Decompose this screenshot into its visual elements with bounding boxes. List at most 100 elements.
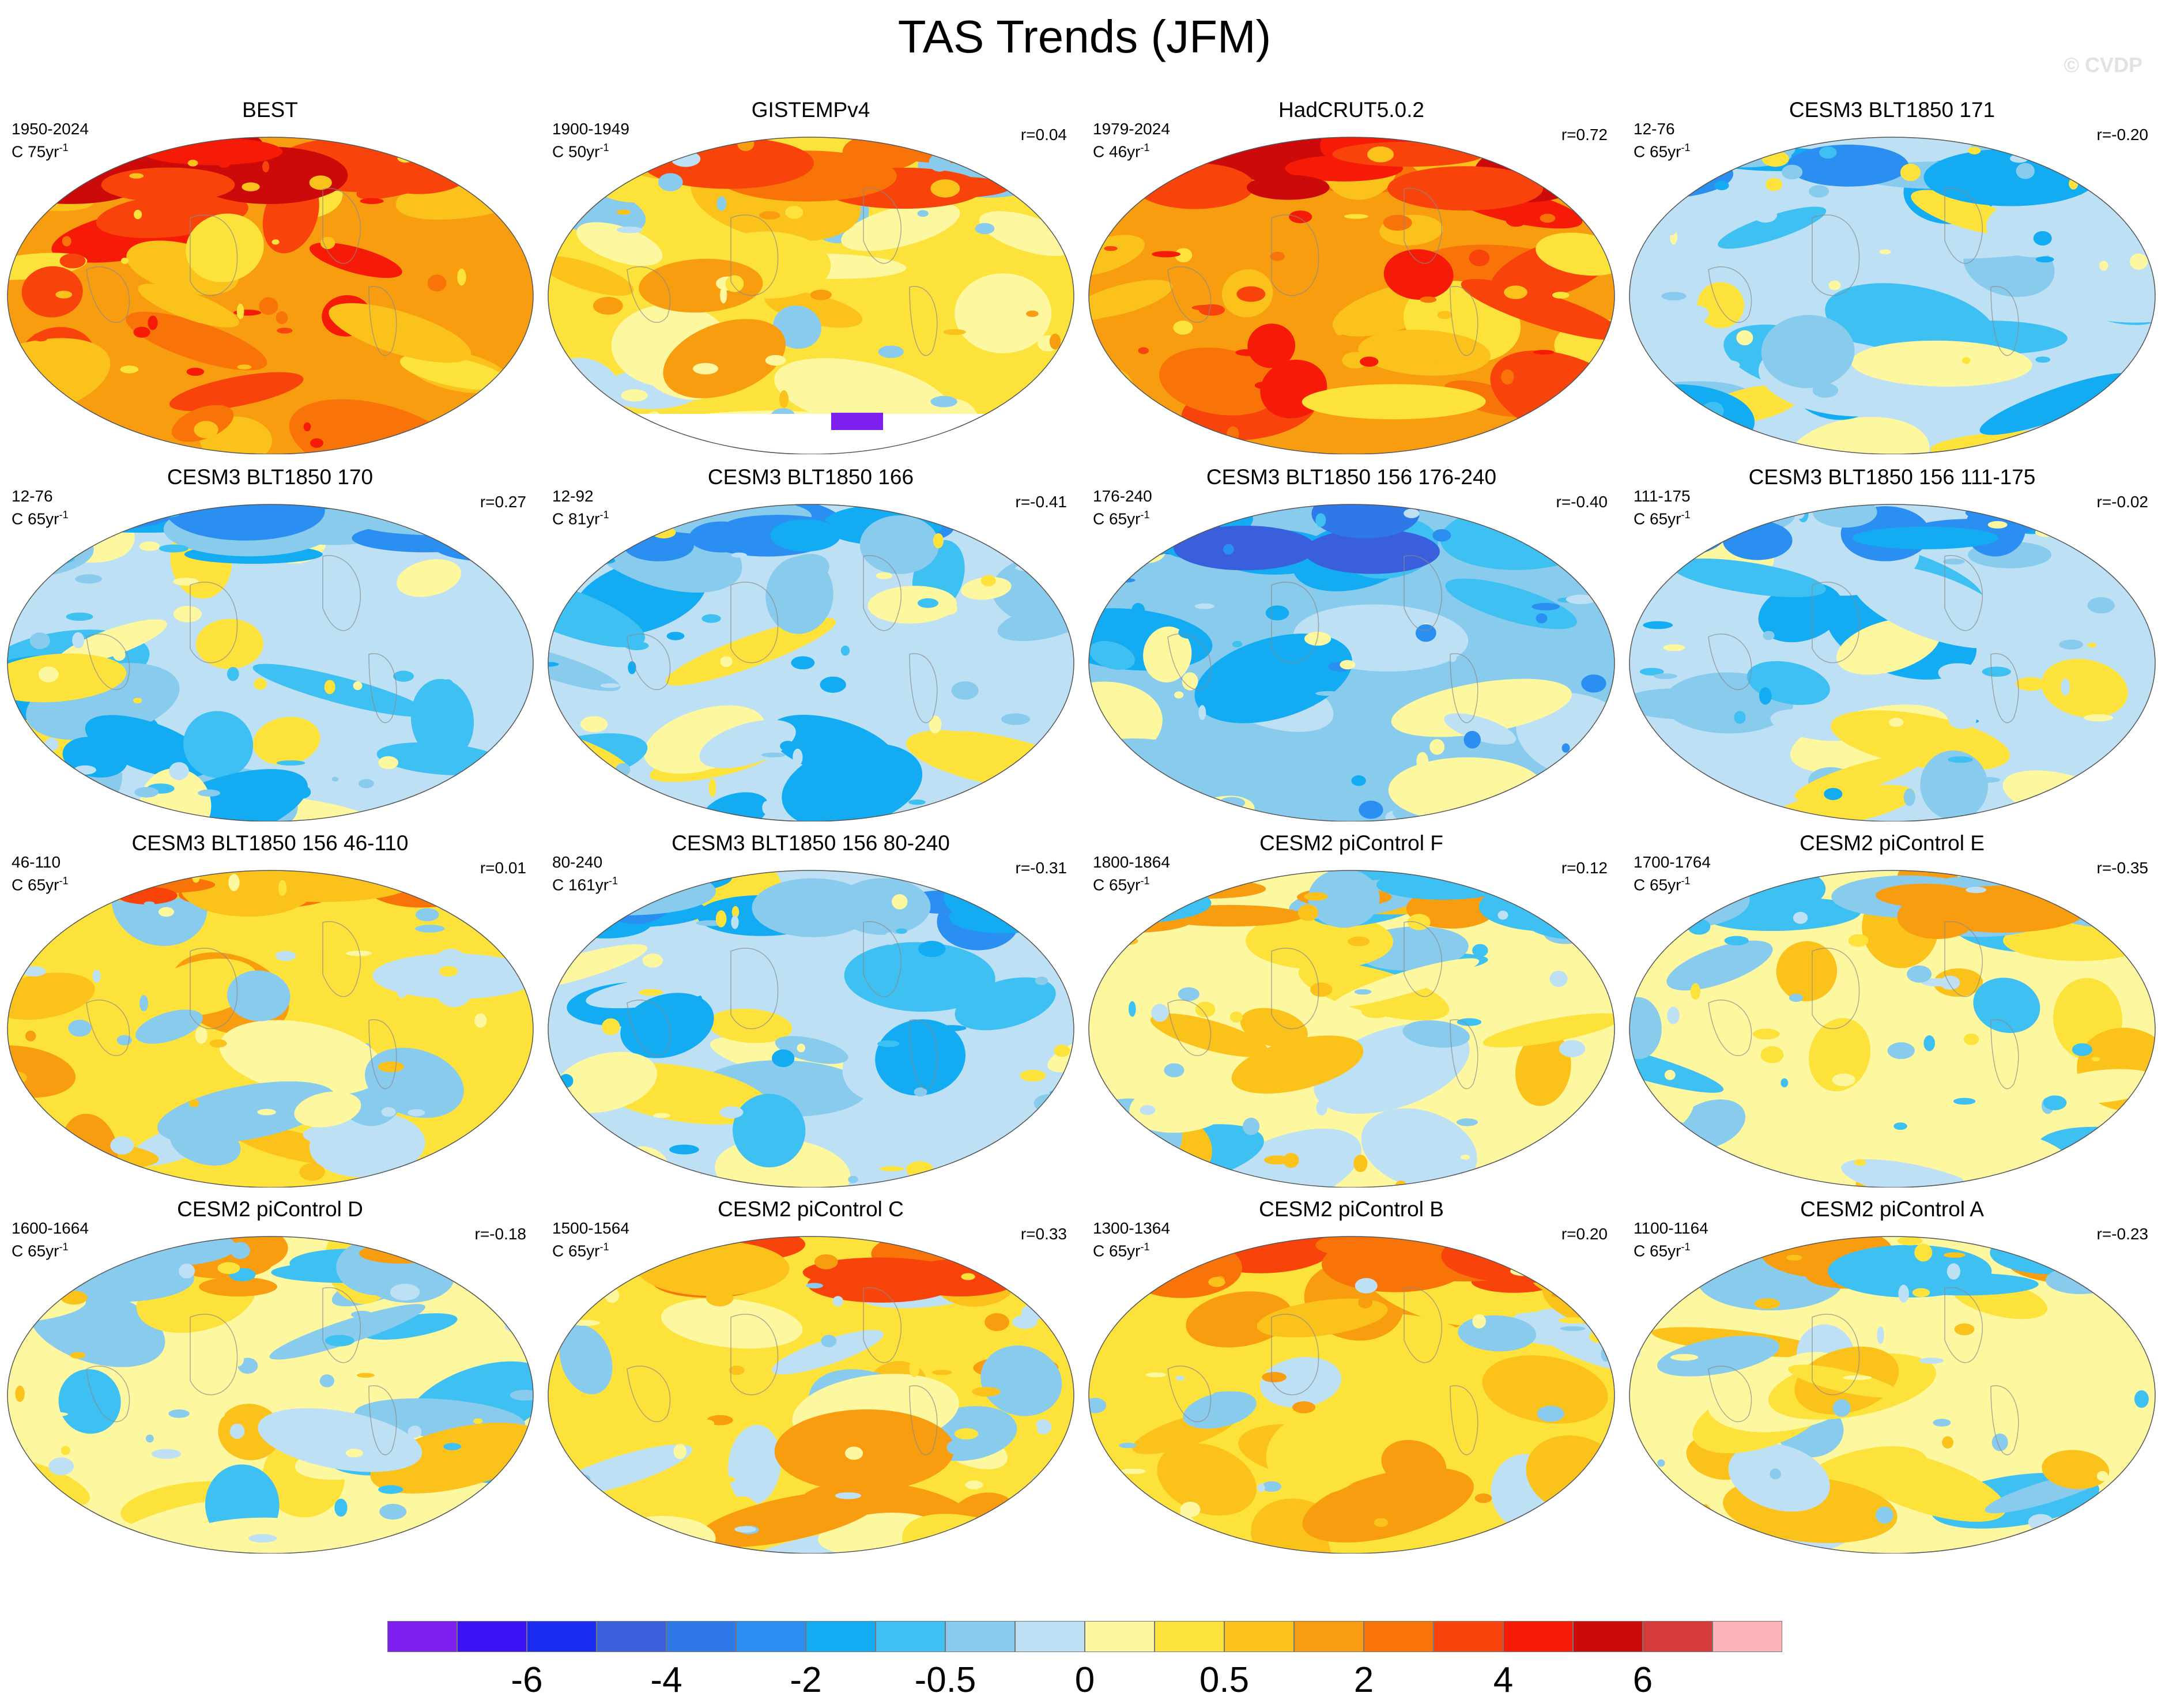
panel-unit: C 65yr-1 [1634, 509, 1691, 528]
panel-correlation: r=0.27 [480, 493, 526, 511]
panel-title: CESM2 piControl D [177, 1197, 363, 1221]
panel-unit: C 46yr-1 [1093, 142, 1150, 161]
panel-unit: C 65yr-1 [1093, 509, 1150, 528]
panel-correlation: r=-0.40 [1556, 493, 1608, 511]
map-panel: HadCRUT5.0.2 1979-2024 C 46yr-1 r=0.72 [1081, 97, 1621, 454]
panel-period: 1500-1564 [552, 1219, 629, 1237]
panel-title: GISTEMPv4 [751, 98, 870, 122]
globe-map [548, 870, 1074, 1187]
panel-title: CESM3 BLT1850 156 80-240 [672, 831, 950, 855]
globe-map [7, 870, 534, 1187]
colorbar-swatch [806, 1621, 876, 1652]
colorbar-swatch [457, 1621, 527, 1652]
colorbar-swatch [945, 1621, 1015, 1652]
colorbar-swatch [1712, 1621, 1782, 1652]
watermark: © CVDP [2064, 53, 2142, 77]
colorbar-tick-label: 0 [1074, 1660, 1095, 1700]
colorbar-swatch [1155, 1621, 1224, 1652]
colorbar-tick-label: -2 [790, 1660, 822, 1700]
colorbar [387, 1621, 1782, 1653]
colorbar-swatch [1643, 1621, 1712, 1652]
panel-title: CESM3 BLT1850 156 176-240 [1206, 465, 1497, 489]
panel-period: 46-110 [12, 853, 61, 871]
panel-correlation: r=-0.31 [1015, 859, 1067, 877]
panel-correlation: r=-0.23 [2096, 1225, 2149, 1243]
panel-unit: C 65yr-1 [1093, 1241, 1150, 1260]
panel-correlation: r=-0.20 [2096, 126, 2149, 144]
panel-period: 111-175 [1634, 487, 1691, 505]
panel-title: BEST [242, 98, 298, 122]
figure-title: TAS Trends (JFM) [897, 11, 1272, 62]
panel-period: 80-240 [552, 853, 603, 871]
panel-unit: C 75yr-1 [12, 142, 69, 161]
colorbar-tick-label: -6 [511, 1660, 543, 1700]
panel-title: CESM2 piControl B [1259, 1197, 1444, 1221]
map-panel: CESM3 BLT1850 156 46-110 46-110 C 65yr-1 r=… [0, 830, 540, 1187]
panel-title: HadCRUT5.0.2 [1278, 98, 1424, 122]
panel-unit: C 50yr-1 [552, 142, 609, 161]
map-panel: CESM3 BLT1850 170 12-76 C 65yr-1 r=0.27 [0, 464, 540, 821]
panel-correlation: r=0.72 [1561, 126, 1608, 144]
colorbar-swatch [1085, 1621, 1155, 1652]
panel-period: 1300-1364 [1093, 1219, 1170, 1237]
colorbar-swatch [1503, 1621, 1573, 1652]
globe-map [1088, 870, 1615, 1187]
colorbar-swatch [876, 1621, 945, 1652]
panel-unit: C 65yr-1 [12, 509, 69, 528]
panel-unit: C 65yr-1 [1093, 875, 1150, 894]
panel-unit: C 161yr-1 [552, 875, 618, 894]
panel-period: 1800-1864 [1093, 853, 1170, 871]
map-panel: BEST 1950-2024 C 75yr-1 [0, 97, 540, 454]
globe-map [1629, 870, 2156, 1187]
map-panel: CESM2 piControl C 1500-1564 C 65yr-1 r=0.33 [541, 1196, 1081, 1554]
panel-period: 1100-1164 [1634, 1219, 1708, 1237]
colorbar-swatch [597, 1621, 666, 1652]
panel-unit: C 65yr-1 [552, 1241, 609, 1260]
panel-period: 1600-1664 [12, 1219, 89, 1237]
globe-map [548, 1236, 1074, 1554]
panel-title: CESM3 BLT1850 156 46-110 [131, 831, 409, 855]
panel-period: 12-76 [12, 487, 53, 505]
map-panel: CESM2 piControl F 1800-1864 C 65yr-1 r=0.12 [1081, 830, 1621, 1187]
panel-correlation: r=-0.18 [474, 1225, 527, 1243]
panel-title: CESM2 piControl C [718, 1197, 904, 1221]
panel-title: CESM3 BLT1850 171 [1789, 98, 1996, 122]
globe-map [7, 137, 534, 454]
colorbar-tick-label: 6 [1632, 1660, 1653, 1700]
panel-unit: C 65yr-1 [12, 1241, 69, 1260]
panel-unit: C 65yr-1 [12, 875, 69, 894]
panel-correlation: r=-0.35 [2096, 859, 2149, 877]
globe-map [7, 1236, 534, 1554]
colorbar-swatch [736, 1621, 806, 1652]
colorbar-swatch [387, 1621, 457, 1652]
map-panel: CESM3 BLT1850 156 176-240 176-240 C 65yr-1… [1081, 464, 1621, 821]
map-panel: CESM2 piControl E 1700-1764 C 65yr-1 r=-0.3… [1622, 830, 2162, 1187]
globe-map [1629, 504, 2156, 821]
map-panel: CESM2 piControl B 1300-1364 C 65yr-1 r=0.20 [1081, 1196, 1621, 1554]
panel-correlation: r=0.33 [1020, 1225, 1067, 1243]
map-panel: CESM3 BLT1850 171 12-76 C 65yr-1 r=-0.20 [1622, 97, 2162, 454]
globe-map [1088, 137, 1615, 454]
map-panel: CESM3 BLT1850 156 80-240 80-240 C 161yr-1 r… [541, 830, 1081, 1187]
panel-period: 176-240 [1093, 487, 1152, 505]
panel-period: 1700-1764 [1634, 853, 1711, 871]
colorbar-swatch [1573, 1621, 1643, 1652]
colorbar-swatch [1364, 1621, 1434, 1652]
panel-correlation: r=0.04 [1020, 126, 1067, 144]
globe-map [1629, 137, 2156, 454]
panel-title: CESM2 piControl F [1259, 831, 1443, 855]
colorbar-swatch [666, 1621, 736, 1652]
map-panel: GISTEMPv4 1900-1949 C 50yr-1 r=0.04 [541, 97, 1081, 454]
globe-map [1088, 1236, 1615, 1554]
panel-period: 1979-2024 [1093, 120, 1170, 138]
map-panel: CESM2 piControl D 1600-1664 C 65yr-1 r=-0.1… [0, 1196, 540, 1554]
colorbar-swatch [1434, 1621, 1503, 1652]
panel-correlation: r=0.20 [1561, 1225, 1608, 1243]
globe-map [7, 504, 534, 821]
colorbar-tick-label: -4 [650, 1660, 682, 1700]
panel-period: 12-92 [552, 487, 594, 505]
panel-title: CESM2 piControl E [1800, 831, 1985, 855]
panel-period: 1950-2024 [12, 120, 89, 138]
panel-unit: C 65yr-1 [1634, 1241, 1691, 1260]
colorbar-swatch [1015, 1621, 1085, 1652]
